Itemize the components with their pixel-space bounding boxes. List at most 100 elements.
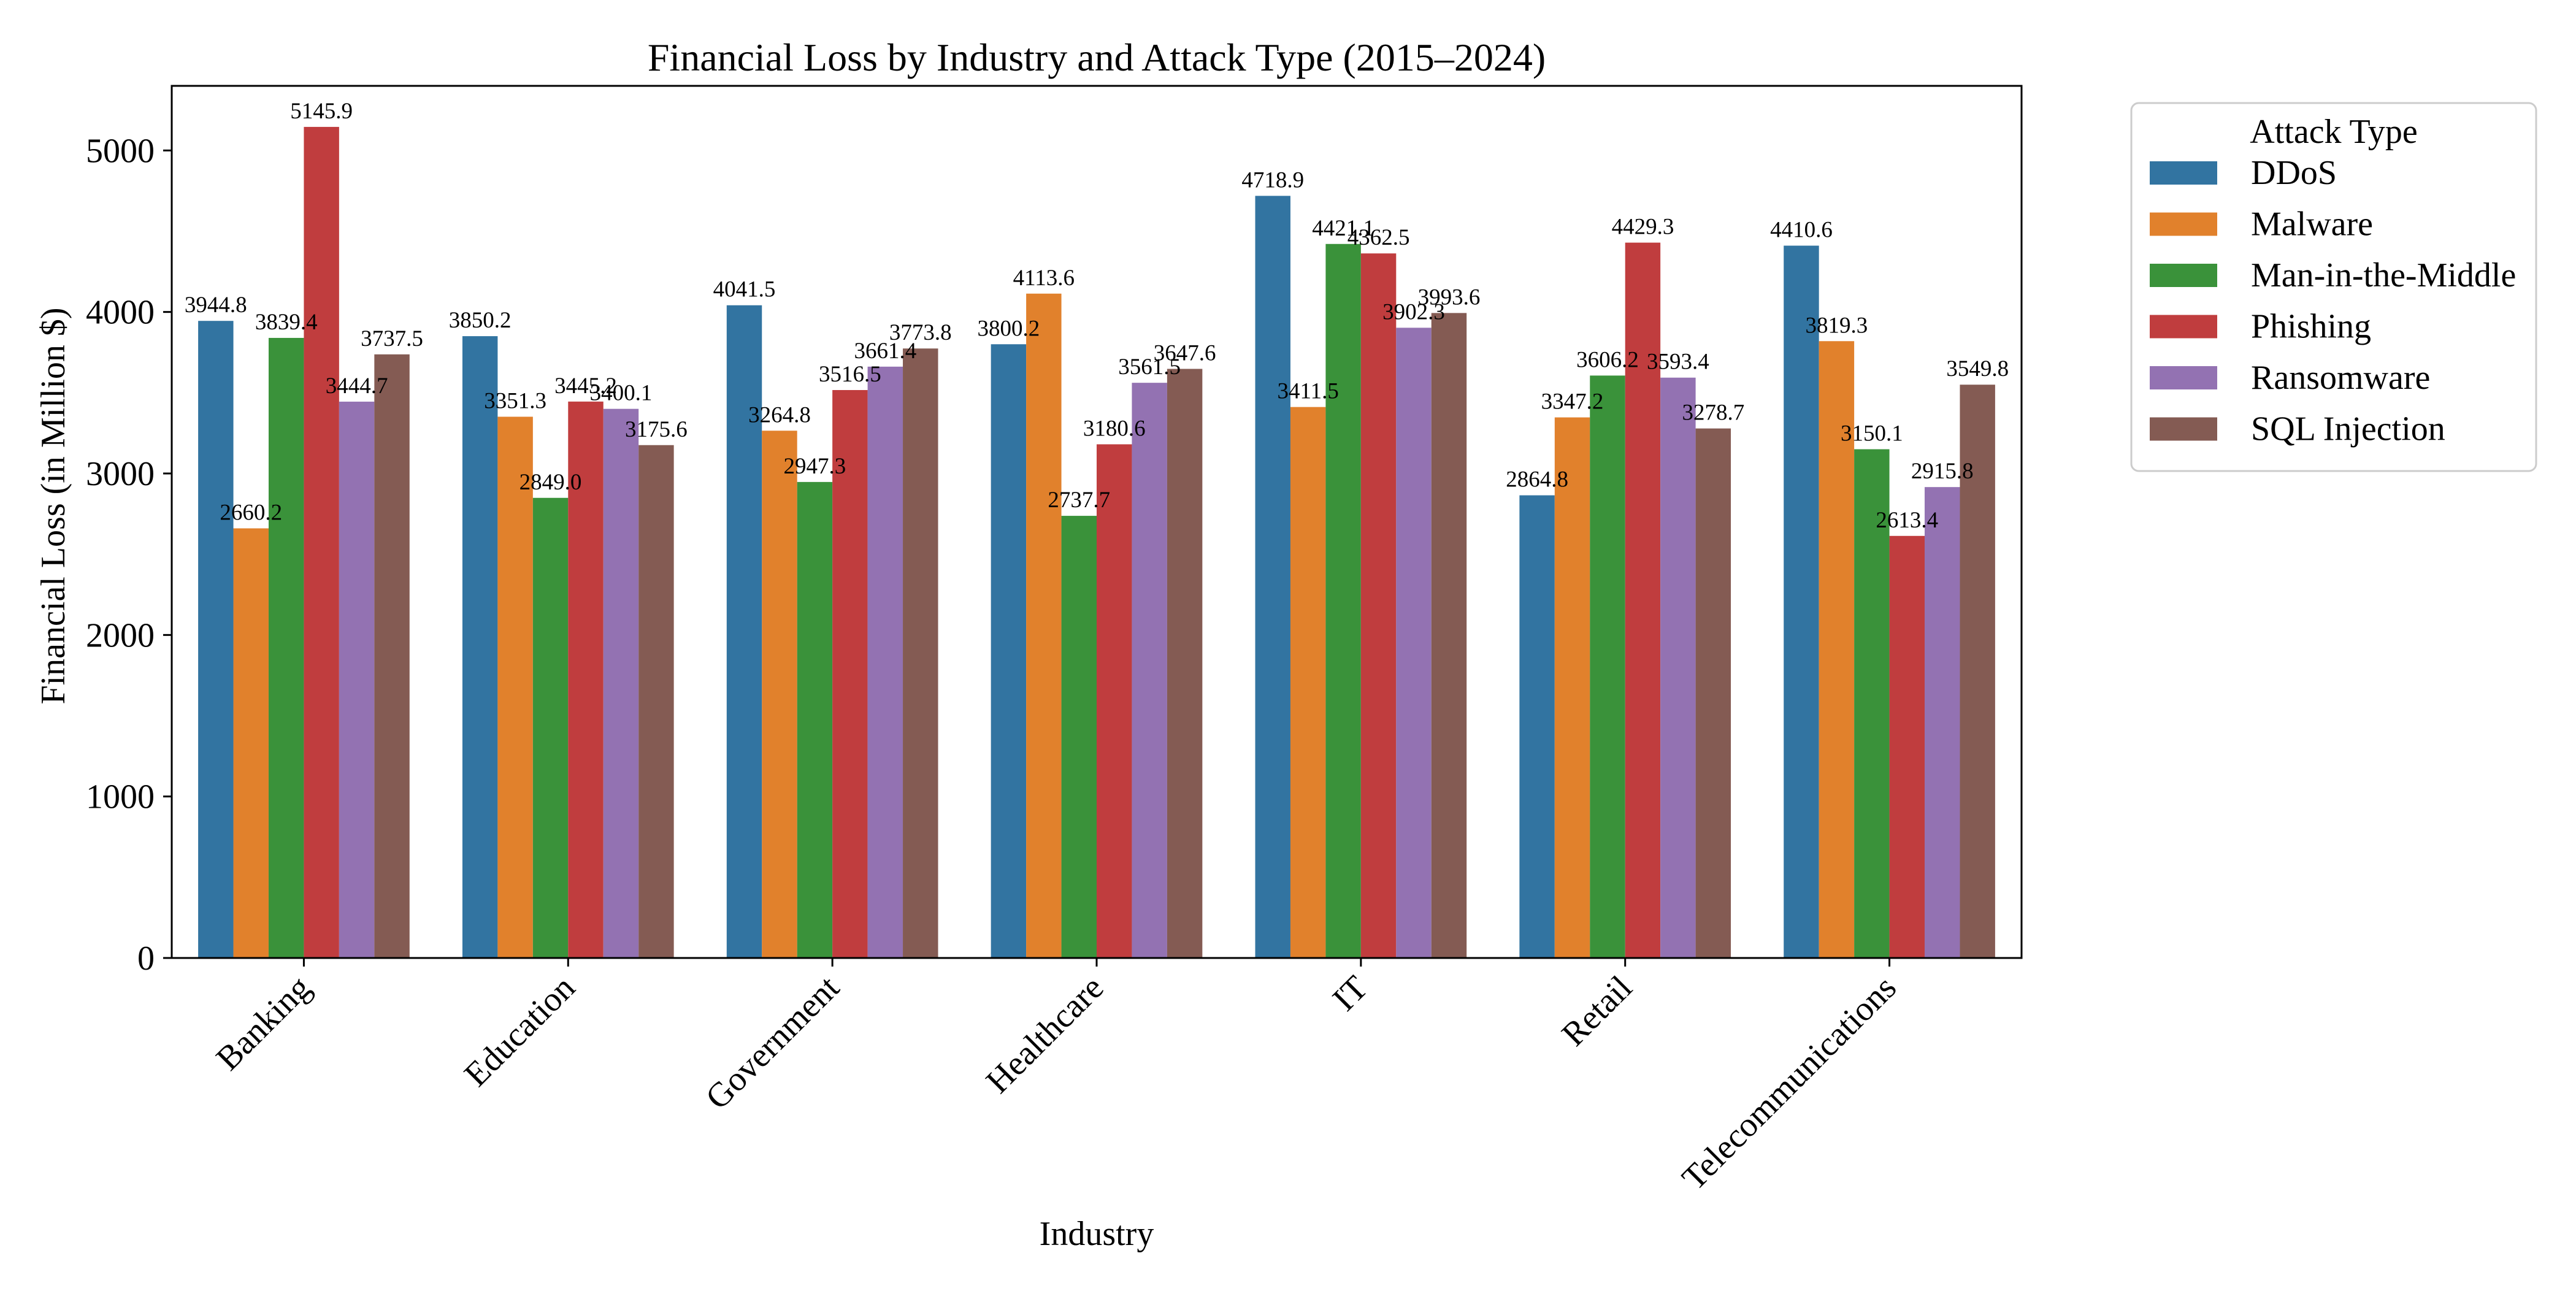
bar-label-government-phishing: 3516.5: [819, 362, 881, 387]
legend-label-malware: Malware: [2251, 205, 2373, 243]
bar-retail-phishing: [1625, 242, 1661, 958]
chart-title: Financial Loss by Industry and Attack Ty…: [648, 36, 1546, 79]
bar-healthcare-phishing: [1097, 444, 1132, 958]
legend-label-ddos: DDoS: [2251, 154, 2337, 192]
legend-frame: [2130, 102, 2537, 472]
bar-label-healthcare-man-in-the-middle: 2737.7: [1048, 488, 1110, 513]
bar-education-ddos: [462, 336, 498, 958]
bar-label-retail-phishing: 4429.3: [1612, 215, 1674, 240]
legend-label-phishing: Phishing: [2251, 308, 2371, 346]
bar-label-it-ddos: 4718.9: [1241, 167, 1304, 193]
bar-label-banking-ransomware: 3444.7: [326, 374, 388, 399]
bar-telecommunications-man-in-the-middle: [1854, 449, 1890, 958]
bar-telecommunications-phishing: [1889, 535, 1925, 958]
bar-banking-phishing: [304, 126, 339, 959]
bar-label-banking-malware: 2660.2: [220, 500, 282, 525]
bar-education-sql-injection: [638, 445, 674, 958]
bar-label-retail-ddos: 2864.8: [1506, 467, 1568, 492]
bar-label-it-malware: 3411.5: [1277, 379, 1338, 404]
legend-swatch-sql-injection: [2150, 417, 2217, 441]
bar-it-sql-injection: [1431, 313, 1467, 958]
bar-label-banking-sql-injection: 3737.5: [361, 326, 423, 351]
bar-education-phishing: [568, 401, 604, 958]
bar-label-it-man-in-the-middle: 4421.1: [1312, 216, 1374, 241]
y-tick-label: 0: [137, 940, 155, 978]
bar-label-telecommunications-ddos: 4410.6: [1770, 218, 1833, 243]
bar-banking-ransomware: [339, 401, 375, 958]
bar-it-man-in-the-middle: [1325, 243, 1361, 959]
bar-label-retail-man-in-the-middle: 3606.2: [1576, 347, 1639, 372]
bar-telecommunications-ransomware: [1925, 487, 1960, 958]
bar-label-government-malware: 3264.8: [748, 402, 811, 427]
bar-label-retail-ransomware: 3593.4: [1647, 350, 1709, 375]
legend-swatch-man-in-the-middle: [2150, 264, 2217, 287]
bar-label-government-man-in-the-middle: 2947.3: [784, 454, 846, 479]
bar-retail-ddos: [1519, 495, 1555, 958]
legend-label-sql-injection: SQL Injection: [2251, 410, 2445, 448]
bar-label-banking-phishing: 5145.9: [290, 99, 353, 124]
bar-it-malware: [1290, 407, 1326, 958]
bar-healthcare-man-in-the-middle: [1061, 516, 1097, 958]
bar-label-telecommunications-man-in-the-middle: 3150.1: [1841, 421, 1903, 446]
legend-swatch-ddos: [2150, 161, 2217, 185]
bar-label-telecommunications-malware: 3819.3: [1806, 313, 1868, 338]
bar-label-it-sql-injection: 3993.6: [1418, 285, 1481, 310]
bar-labels-group: 3944.8 3850.2 4041.5 3800.2 4718.9 2864.8 4410…: [185, 99, 2009, 533]
bar-label-telecommunications-sql-injection: 3549.8: [1946, 356, 2009, 381]
y-tick-label: 1000: [86, 778, 155, 816]
bar-telecommunications-malware: [1819, 341, 1855, 958]
bar-government-malware: [762, 431, 797, 958]
y-tick-label: 2000: [86, 616, 155, 654]
bar-government-sql-injection: [903, 348, 938, 958]
y-axis: 0 1000 2000 3000 4000 5000: [86, 132, 172, 978]
bar-label-healthcare-ddos: 3800.2: [978, 316, 1040, 341]
bar-banking-sql-injection: [374, 354, 410, 958]
bar-label-healthcare-phishing: 3180.6: [1083, 416, 1146, 441]
bar-label-education-malware: 3351.3: [484, 388, 546, 413]
y-tick-label: 3000: [86, 455, 155, 493]
bar-education-ransomware: [603, 408, 639, 958]
legend-items: DDoS Malware Man-in-the-Middle Phishing Rans…: [2150, 154, 2516, 448]
bar-retail-ransomware: [1660, 377, 1696, 958]
bar-healthcare-ransomware: [1132, 383, 1167, 958]
bar-label-education-phishing: 3445.2: [554, 374, 617, 399]
bar-it-phishing: [1360, 253, 1397, 958]
bar-label-banking-man-in-the-middle: 3839.4: [255, 310, 318, 335]
y-axis-label: Financial Loss (in Million $): [34, 307, 72, 704]
legend-label-ransomware: Ransomware: [2251, 359, 2430, 397]
bar-label-it-ransomware: 3902.3: [1382, 299, 1445, 324]
legend-label-man-in-the-middle: Man-in-the-Middle: [2251, 256, 2516, 294]
bar-government-man-in-the-middle: [797, 481, 833, 958]
bar-label-healthcare-ransomware: 3561.5: [1118, 354, 1181, 380]
bar-banking-malware: [233, 528, 269, 958]
bar-label-government-ddos: 4041.5: [713, 277, 776, 302]
plot-frame: [171, 85, 2023, 959]
bar-banking-man-in-the-middle: [268, 337, 304, 958]
bar-it-ransomware: [1396, 328, 1432, 959]
legend-title: Attack Type: [2250, 113, 2417, 151]
bar-label-healthcare-sql-injection: 3647.6: [1154, 340, 1216, 366]
y-tick-label: 4000: [86, 294, 155, 332]
bar-label-it-phishing: 4362.5: [1347, 225, 1410, 250]
bar-healthcare-ddos: [991, 344, 1027, 958]
bar-education-man-in-the-middle: [532, 497, 569, 958]
bar-education-malware: [497, 416, 533, 958]
bar-telecommunications-sql-injection: [1960, 385, 1995, 958]
legend: Attack Type DDoS Malware Man-in-the-Middle…: [2130, 102, 2537, 472]
bar-label-government-sql-injection: 3773.8: [889, 320, 952, 345]
bar-government-ransomware: [867, 366, 903, 958]
bar-label-banking-ddos: 3944.8: [185, 293, 247, 318]
bar-label-education-man-in-the-middle: 2849.0: [519, 470, 582, 495]
bar-label-telecommunications-phishing: 2613.4: [1876, 508, 1938, 533]
bars-group: [198, 126, 1995, 959]
bar-label-education-sql-injection: 3175.6: [625, 417, 688, 442]
bar-retail-sql-injection: [1695, 428, 1731, 958]
bar-label-telecommunications-ransomware: 2915.8: [1911, 459, 1974, 484]
bar-healthcare-malware: [1026, 293, 1062, 959]
bar-it-ddos: [1255, 196, 1290, 958]
bar-retail-malware: [1554, 417, 1590, 958]
bar-healthcare-sql-injection: [1167, 369, 1203, 958]
legend-swatch-phishing: [2150, 315, 2217, 339]
